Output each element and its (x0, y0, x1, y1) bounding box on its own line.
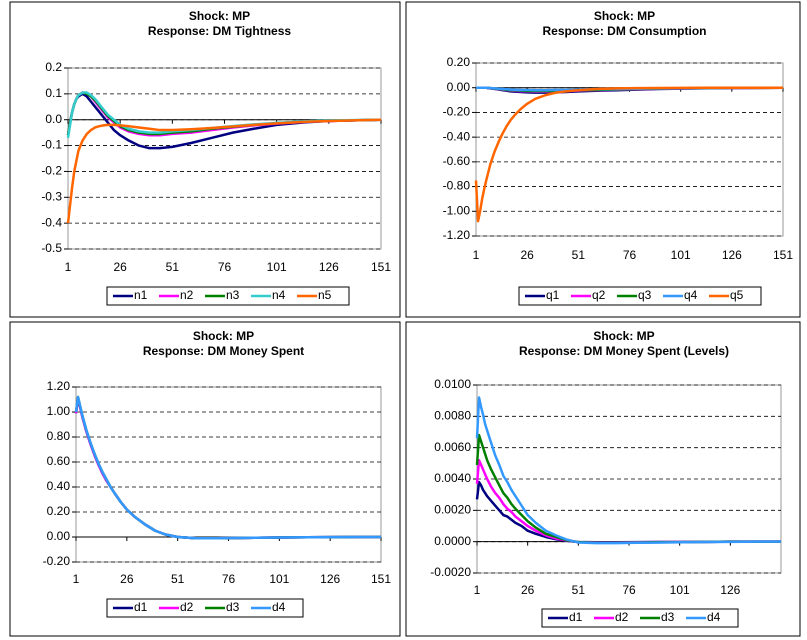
y-tick-label: -0.20 (443, 105, 471, 119)
y-tick-label: 0.0040 (434, 471, 471, 485)
x-tick-label: 1 (73, 572, 80, 586)
y-tick-label: 0.1 (45, 86, 62, 100)
chart-title: Shock: MP (193, 329, 254, 343)
x-tick-label: 126 (722, 248, 742, 262)
chart-subtitle: Response: DM Money Spent (143, 344, 304, 358)
legend-label: n2 (180, 288, 194, 302)
x-tick-label: 1 (473, 248, 480, 262)
legend-label: d1 (569, 610, 583, 624)
chart-subtitle: Response: DM Money Spent (Levels) (519, 344, 729, 358)
legend-label: d3 (661, 610, 675, 624)
y-tick-label: 0.0080 (434, 409, 471, 423)
y-tick-label: -1.00 (443, 203, 471, 217)
x-tick-label: 101 (670, 583, 690, 597)
y-tick-label: 0.80 (47, 429, 71, 443)
y-tick-label: 0.60 (47, 454, 71, 468)
chart-subtitle: Response: DM Tightness (148, 24, 291, 38)
x-tick-label: 126 (320, 572, 340, 586)
x-tick-label: 126 (720, 583, 740, 597)
y-tick-label: 0.2 (45, 60, 62, 74)
panel-frame (9, 1, 401, 318)
legend-label: d2 (615, 610, 629, 624)
plot-area (75, 386, 382, 563)
y-tick-label: 0.0 (45, 112, 62, 126)
legend-label: n5 (318, 288, 332, 302)
legend-label: q3 (638, 288, 652, 302)
x-tick-label: 51 (171, 572, 185, 586)
legend-box (106, 286, 350, 306)
series-line (475, 396, 781, 545)
y-tick-label: 0.20 (447, 55, 471, 69)
y-tick-label: 1.00 (47, 404, 71, 418)
legend-label: q2 (592, 288, 606, 302)
x-tick-label: 101 (671, 248, 691, 262)
y-tick-label: 1.20 (47, 379, 71, 393)
x-tick-label: 76 (622, 583, 636, 597)
legend-label: n1 (134, 288, 148, 302)
legend-label: q1 (546, 288, 560, 302)
y-tick-label: -0.2 (41, 164, 62, 178)
legend-label: d2 (180, 600, 194, 614)
y-tick-label: -0.1 (41, 138, 62, 152)
y-tick-label: 0.0020 (434, 503, 471, 517)
legend-label: d1 (134, 600, 148, 614)
chart-title: Shock: MP (594, 9, 655, 23)
y-tick-label: 0.20 (47, 504, 71, 518)
panel-frame (405, 1, 801, 318)
y-tick-label: 0.40 (47, 479, 71, 493)
series-line (66, 118, 382, 224)
x-tick-label: 76 (623, 248, 637, 262)
x-tick-label: 26 (120, 572, 134, 586)
x-tick-label: 101 (267, 260, 287, 274)
legend-label: n3 (226, 288, 240, 302)
y-tick-label: -1.20 (443, 228, 471, 242)
x-tick-label: 26 (113, 260, 127, 274)
x-tick-label: 26 (521, 583, 535, 597)
legend-label: q4 (684, 288, 698, 302)
y-tick-label: -0.40 (443, 129, 471, 143)
y-tick-label: -0.4 (41, 215, 62, 229)
legend-label: d3 (226, 600, 240, 614)
panel-frame (405, 321, 801, 637)
y-tick-label: -0.80 (443, 179, 471, 193)
series-line (74, 395, 381, 540)
panel-frame (9, 321, 401, 637)
x-tick-label: 151 (371, 572, 391, 586)
x-tick-label: 1 (65, 260, 72, 274)
y-tick-label: -0.5 (41, 241, 62, 255)
chart-title: Shock: MP (189, 9, 250, 23)
x-tick-label: 51 (572, 583, 586, 597)
x-tick-label: 51 (166, 260, 180, 274)
x-tick-label: 1 (474, 583, 481, 597)
y-tick-label: -0.0020 (430, 565, 471, 579)
legend-label: q5 (730, 288, 744, 302)
y-tick-label: 0.0000 (434, 534, 471, 548)
x-tick-label: 51 (572, 248, 586, 262)
x-tick-label: 151 (371, 260, 391, 274)
x-tick-label: 26 (520, 248, 534, 262)
y-tick-label: 0.00 (447, 80, 471, 94)
chart-subtitle: Response: DM Consumption (543, 24, 707, 38)
x-tick-label: 126 (319, 260, 339, 274)
legend-label: d4 (707, 610, 721, 624)
y-tick-label: -0.3 (41, 189, 62, 203)
chart-title: Shock: MP (593, 329, 654, 343)
y-tick-label: 0.00 (47, 529, 71, 543)
x-tick-label: 76 (218, 260, 232, 274)
legend-label: n4 (272, 288, 286, 302)
y-tick-label: 0.0100 (434, 377, 471, 391)
y-tick-label: -0.60 (443, 154, 471, 168)
x-tick-label: 151 (773, 248, 793, 262)
x-tick-label: 101 (269, 572, 289, 586)
series-line (474, 86, 783, 223)
plot-area (67, 67, 382, 250)
y-tick-label: -0.20 (43, 554, 71, 568)
y-tick-label: 0.0060 (434, 440, 471, 454)
legend-box (518, 286, 762, 306)
x-tick-label: 76 (222, 572, 236, 586)
legend-label: d4 (272, 600, 286, 614)
